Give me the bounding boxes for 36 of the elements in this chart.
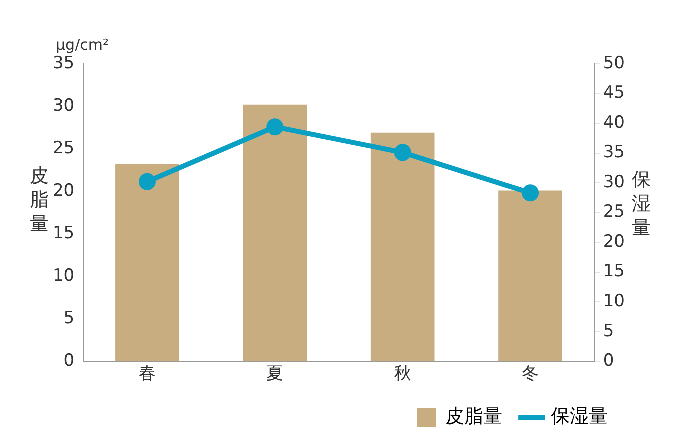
- y-tick-label: 20: [52, 180, 75, 201]
- y2-tick-label: 25: [603, 202, 626, 222]
- y2-tick-label: 10: [603, 292, 626, 312]
- point: [394, 144, 412, 162]
- y2-axis-title: 保湿量: [632, 168, 652, 240]
- y2-tick-label: 30: [603, 172, 626, 192]
- x-tick-label: 冬: [522, 364, 540, 384]
- bar: [243, 104, 308, 362]
- x-tick-label: 秋: [394, 364, 412, 384]
- y-tick-label: 25: [52, 138, 75, 158]
- point: [266, 118, 284, 136]
- point: [138, 173, 156, 190]
- y2-tick-label: 45: [603, 83, 626, 104]
- y2-tick-label: 0: [603, 351, 614, 372]
- y-tick-label: 30: [52, 96, 75, 116]
- y2-tick-label: 35: [603, 142, 626, 163]
- legend-label: 皮脂量: [446, 405, 502, 428]
- y-tick-label: 35: [52, 53, 75, 74]
- bar: [498, 190, 562, 362]
- point: [522, 184, 540, 202]
- x-tick-label: 夏: [266, 364, 284, 384]
- bar: [370, 132, 435, 362]
- y2-tick-label: 40: [603, 112, 626, 133]
- y-tick-label: 15: [52, 223, 75, 244]
- y2-tick-label: 15: [603, 262, 626, 282]
- y-tick-label: 10: [52, 266, 75, 286]
- bar: [116, 164, 180, 362]
- legend-label: 保湿量: [551, 405, 608, 428]
- y2-tick-label: 5: [603, 321, 614, 342]
- x-tick-label: 春: [138, 364, 156, 384]
- text: μg/cm²: [56, 36, 109, 54]
- y-axis-title: 皮脂量: [30, 164, 50, 236]
- y-tick-label: 5: [64, 308, 75, 329]
- y-tick-label: 0: [64, 351, 75, 372]
- y2-tick-label: 50: [603, 53, 626, 74]
- y2-tick-label: 20: [603, 232, 626, 252]
